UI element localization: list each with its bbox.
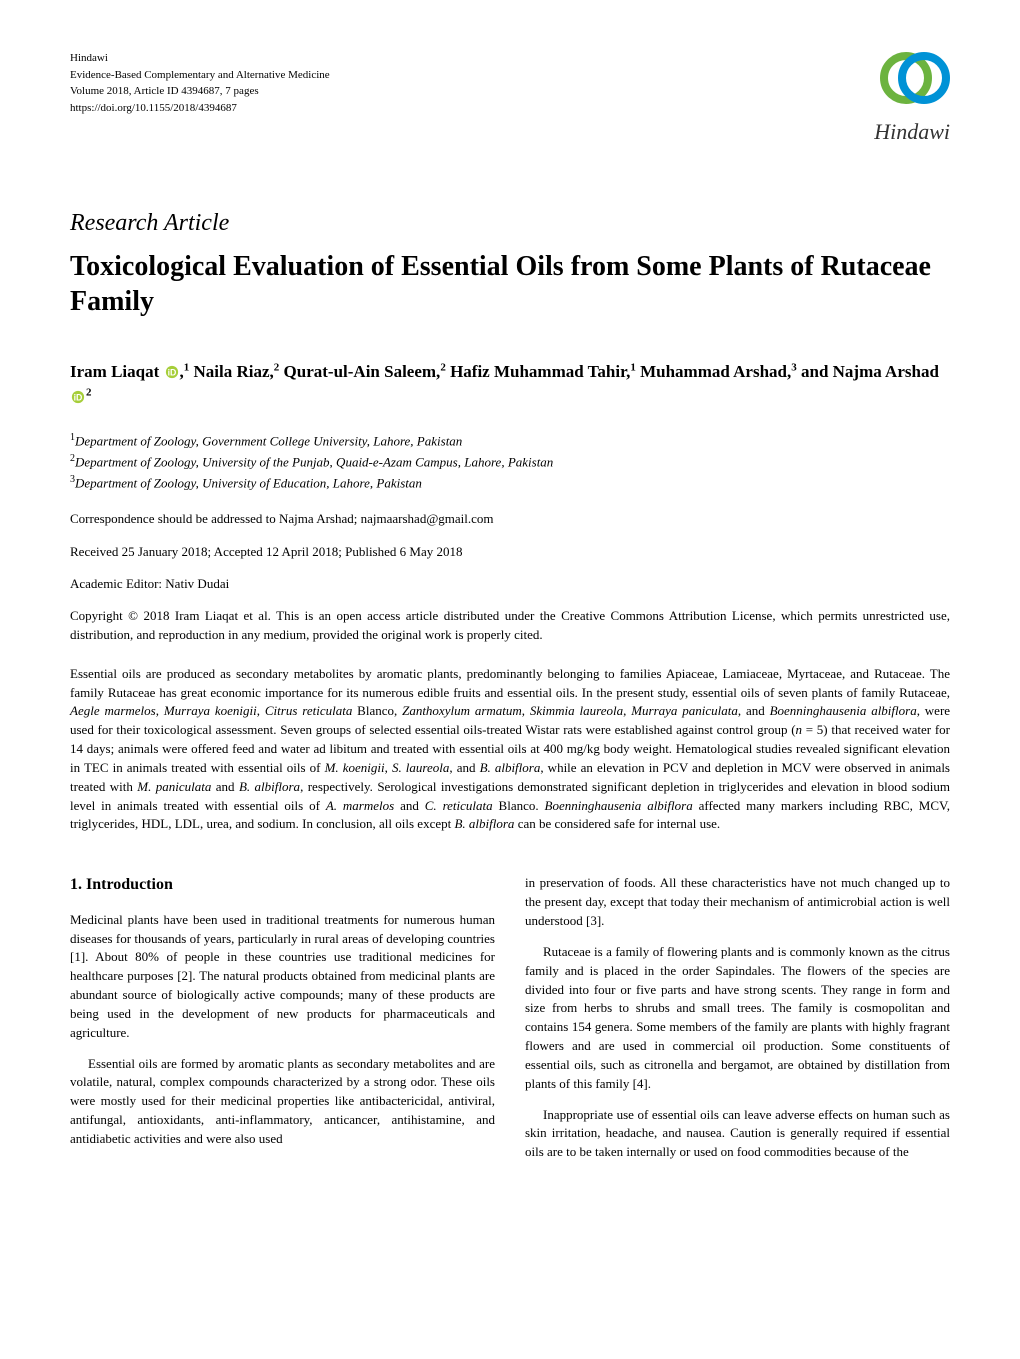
right-column: in preservation of foods. All these char… — [525, 874, 950, 1174]
publisher: Hindawi — [70, 50, 330, 67]
body-paragraph: in preservation of foods. All these char… — [525, 874, 950, 931]
left-column: 1. Introduction Medicinal plants have be… — [70, 874, 495, 1174]
publisher-logo: Hindawi — [874, 50, 950, 147]
svg-text:iD: iD — [74, 393, 83, 403]
doi: https://doi.org/10.1155/2018/4394687 — [70, 100, 330, 117]
body-paragraph: Medicinal plants have been used in tradi… — [70, 911, 495, 1043]
section-heading: 1. Introduction — [70, 874, 495, 896]
dates: Received 25 January 2018; Accepted 12 Ap… — [70, 543, 950, 561]
body-columns: 1. Introduction Medicinal plants have be… — [70, 874, 950, 1174]
academic-editor: Academic Editor: Nativ Dudai — [70, 575, 950, 593]
hindawi-logo-icon — [880, 50, 950, 106]
logo-text: Hindawi — [874, 117, 950, 148]
copyright: Copyright © 2018 Iram Liaqat et al. This… — [70, 607, 950, 645]
correspondence: Correspondence should be addressed to Na… — [70, 510, 950, 528]
body-paragraph: Rutaceae is a family of flowering plants… — [525, 943, 950, 1094]
page-title: Toxicological Evaluation of Essential Oi… — [70, 249, 950, 319]
abstract: Essential oils are produced as secondary… — [70, 665, 950, 835]
article-type: Research Article — [70, 207, 950, 241]
body-paragraph: Inappropriate use of essential oils can … — [525, 1106, 950, 1163]
journal-name: Evidence-Based Complementary and Alterna… — [70, 67, 330, 84]
header: Hindawi Evidence-Based Complementary and… — [70, 50, 950, 147]
volume-line: Volume 2018, Article ID 4394687, 7 pages — [70, 83, 330, 100]
body-paragraph: Essential oils are formed by aromatic pl… — [70, 1055, 495, 1149]
svg-text:iD: iD — [167, 367, 176, 377]
journal-info: Hindawi Evidence-Based Complementary and… — [70, 50, 330, 116]
affiliations: 1Department of Zoology, Government Colle… — [70, 430, 950, 492]
authors: Iram Liaqat iD,1 Naila Riaz,2 Qurat-ul-A… — [70, 359, 950, 410]
